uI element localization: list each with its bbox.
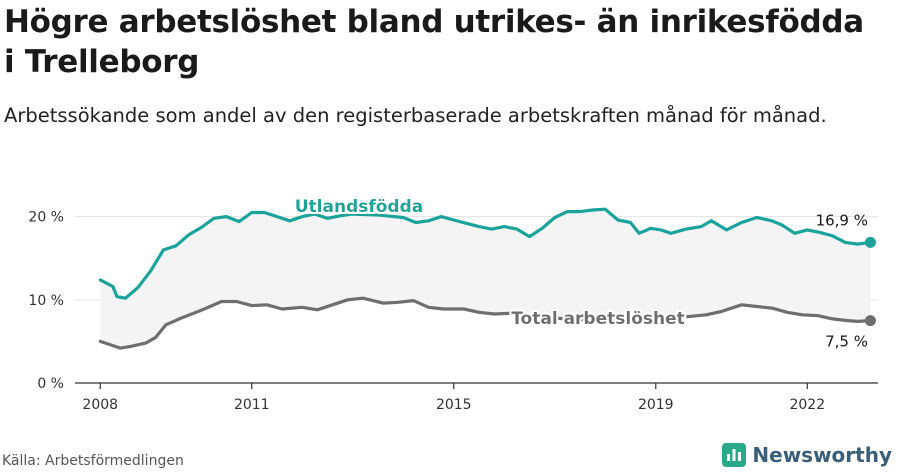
x-tick-label: 2011 bbox=[234, 397, 270, 413]
x-tick-label: 2022 bbox=[789, 397, 825, 413]
x-tick-label: 2008 bbox=[82, 397, 118, 413]
line-chart: 0 % 10 % 20 % 2008 2011 2015 2019 2022 16,9 % 7,… bbox=[28, 197, 878, 413]
x-tick-label: 2015 bbox=[436, 397, 472, 413]
series-line-total bbox=[98, 296, 872, 350]
series-label-total: Total arbetslöshet bbox=[511, 309, 685, 329]
y-tick-label: 0 % bbox=[37, 376, 64, 392]
brand-name: Newsworthy bbox=[752, 443, 892, 467]
series-end-marker bbox=[864, 236, 876, 248]
y-tick-label: 20 % bbox=[28, 210, 64, 226]
brand[interactable]: Newsworthy bbox=[722, 443, 892, 467]
newsworthy-logo-icon bbox=[722, 443, 747, 467]
series-end-marker bbox=[864, 315, 876, 327]
series-label-utlandsfodda: Utlandsfödda bbox=[295, 197, 424, 217]
series-line-utlandsfodda bbox=[98, 207, 872, 300]
series-end-value-label: 7,5 % bbox=[825, 333, 868, 351]
series-end-value-label: 16,9 % bbox=[816, 211, 868, 229]
series-gap-band bbox=[100, 209, 871, 349]
chart-title: Högre arbetslöshet bland utrikes- än inr… bbox=[4, 4, 864, 80]
source-note: Källa: Arbetsförmedlingen bbox=[2, 453, 184, 469]
chart-subtitle: Arbetssökande som andel av den registerb… bbox=[4, 104, 827, 127]
y-tick-label: 10 % bbox=[28, 293, 64, 309]
x-tick-label: 2019 bbox=[638, 397, 674, 413]
